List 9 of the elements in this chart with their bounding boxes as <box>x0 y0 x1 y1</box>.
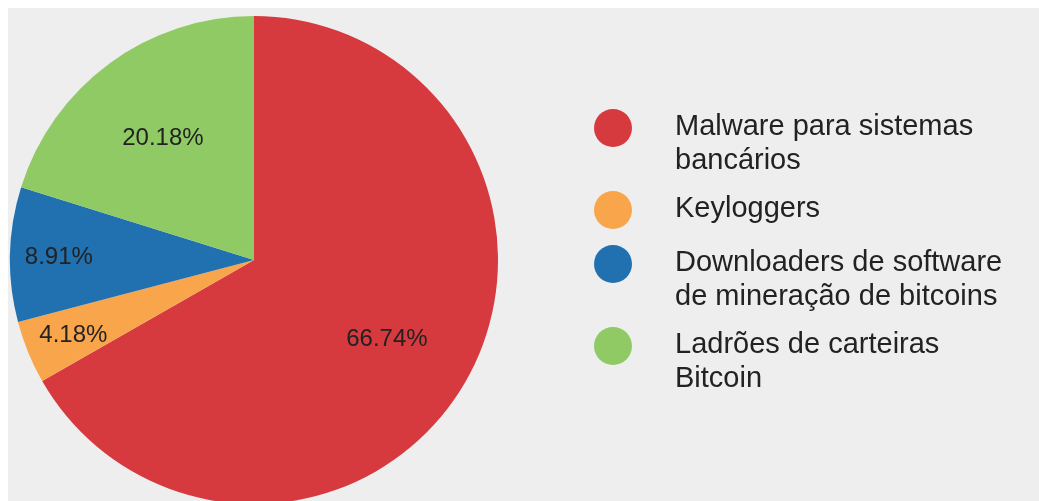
legend-label: Keyloggers <box>675 190 822 224</box>
data-label: 8.91% <box>24 241 93 269</box>
data-label: 20.18% <box>122 122 204 150</box>
data-label: 66.74% <box>346 323 428 351</box>
pie-slice <box>10 187 254 322</box>
legend-label: Downloaders de software de mineração de bitcoins <box>675 244 1004 312</box>
legend-label: Ladrões de carteiras Bitcoin <box>675 326 941 394</box>
legend-label: Malware para sistemas bancários <box>675 108 975 176</box>
data-label: 4.18% <box>39 320 108 348</box>
